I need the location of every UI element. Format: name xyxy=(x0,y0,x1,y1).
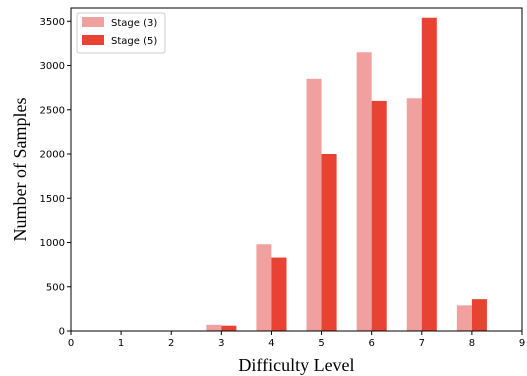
y-tick-label: 3500 xyxy=(40,17,65,28)
x-tick-label: 8 xyxy=(469,338,475,349)
y-tick-label: 1500 xyxy=(40,194,65,205)
y-tick-label: 2500 xyxy=(40,105,65,116)
bar-stage-5-level-6 xyxy=(371,100,387,331)
y-tick-label: 2000 xyxy=(40,150,65,161)
bar-stage-3-level-5 xyxy=(306,78,322,331)
legend-swatch-stage-5 xyxy=(82,35,104,45)
bar-stage-3-level-8 xyxy=(456,305,472,331)
legend: Stage (3) Stage (5) xyxy=(76,12,166,54)
bars-layer xyxy=(206,17,487,331)
x-tick-label: 1 xyxy=(118,338,124,349)
bar-stage-5-level-8 xyxy=(471,299,487,331)
y-tick-label: 0 xyxy=(59,327,65,338)
y-tick-label: 1000 xyxy=(40,238,65,249)
x-tick-label: 3 xyxy=(218,338,224,349)
bar-stage-5-level-3 xyxy=(221,325,237,331)
legend-label-stage-3: Stage (3) xyxy=(111,18,157,29)
legend-label-stage-5: Stage (5) xyxy=(111,36,157,47)
x-tick-label: 9 xyxy=(519,338,525,349)
bar-stage-5-level-5 xyxy=(321,154,337,331)
legend-swatch-stage-3 xyxy=(82,17,104,27)
y-axis: 0 500 1000 1500 2000 2500 3000 3500 xyxy=(40,17,71,338)
x-tick-label: 6 xyxy=(368,338,374,349)
bar-stage-5-level-4 xyxy=(271,257,287,331)
y-axis-title: Number of Samples xyxy=(10,98,30,242)
bar-stage-5-level-7 xyxy=(421,17,437,331)
x-axis: 0 1 2 3 4 5 6 7 8 9 xyxy=(68,331,525,349)
x-axis-title: Difficulty Level xyxy=(238,355,354,375)
x-tick-label: 2 xyxy=(168,338,174,349)
bar-stage-3-level-6 xyxy=(356,52,372,331)
plot-frame xyxy=(70,7,523,332)
bar-stage-3-level-4 xyxy=(256,244,272,331)
y-tick-label: 3000 xyxy=(40,61,65,72)
x-tick-label: 7 xyxy=(419,338,425,349)
bar-stage-3-level-7 xyxy=(406,98,422,331)
x-tick-label: 4 xyxy=(268,338,274,349)
x-tick-label: 5 xyxy=(318,338,324,349)
bar-stage-3-level-3 xyxy=(206,324,222,331)
y-tick-label: 500 xyxy=(46,282,65,293)
x-tick-label: 0 xyxy=(68,338,74,349)
